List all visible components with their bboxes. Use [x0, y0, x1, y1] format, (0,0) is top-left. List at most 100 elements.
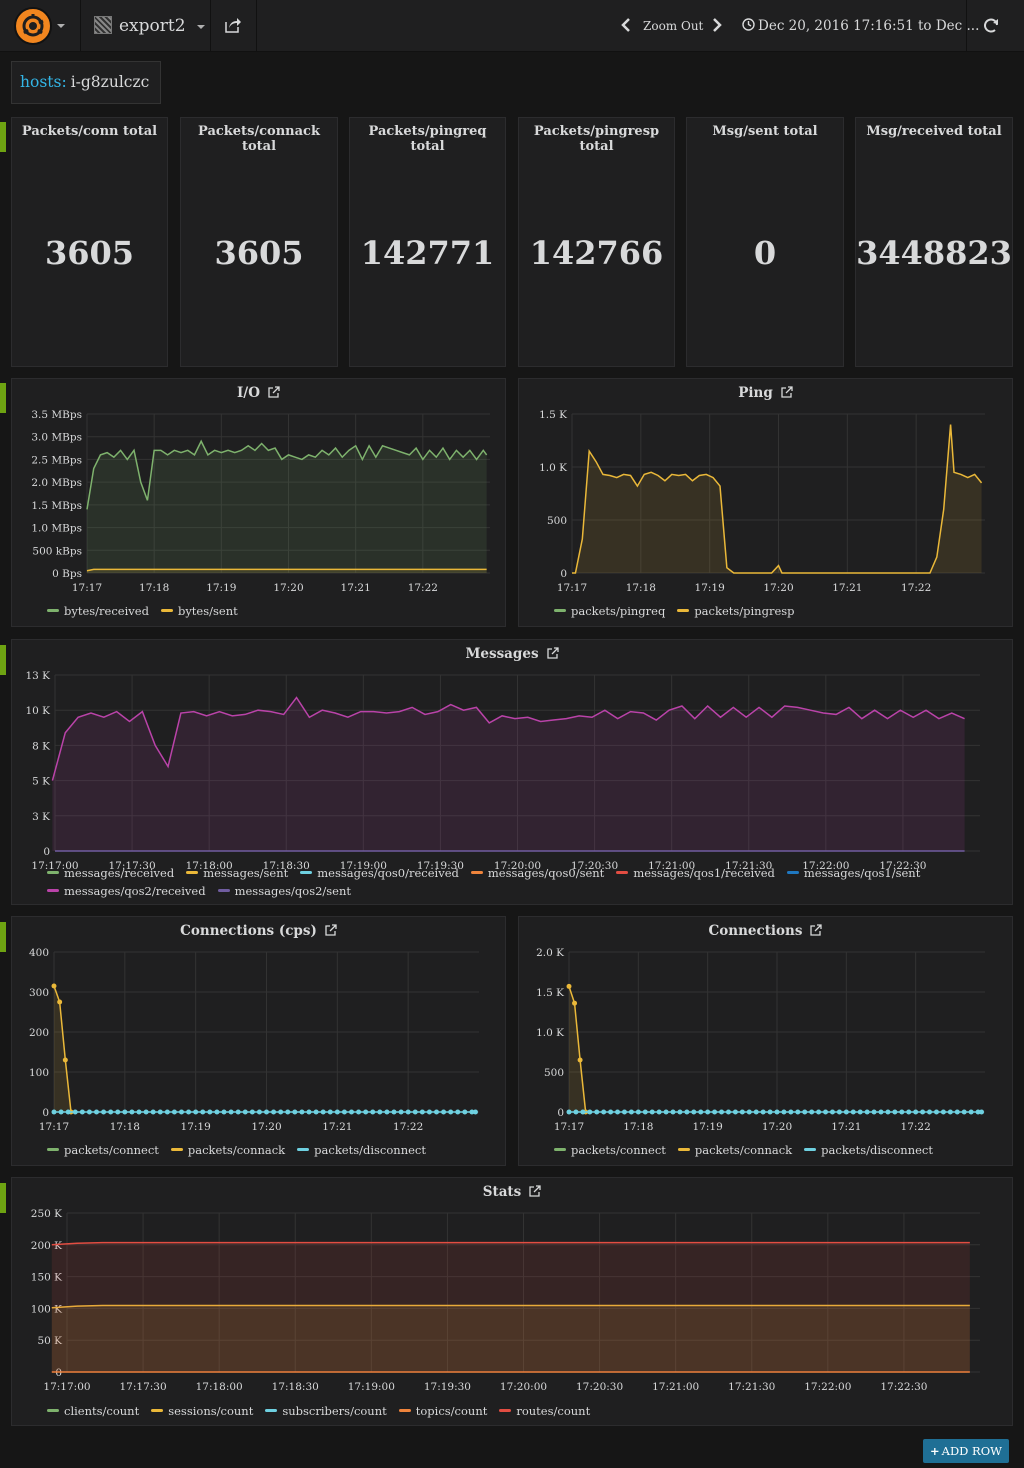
data-point: [961, 1109, 967, 1115]
data-point: [906, 1109, 912, 1115]
chart-plot-area[interactable]: 3.5 MBps 3.0 MBps 2.5 MBps 2.0 MBps 1.5 MBps…: [12, 379, 507, 628]
legend-item[interactable]: bytes/sent: [160, 602, 238, 620]
legend-label: messages/qos2/sent: [234, 884, 352, 898]
external-link-icon[interactable]: [268, 386, 280, 398]
legend-label: packets/pingreq: [571, 604, 666, 618]
legend-item[interactable]: packets/connack: [677, 1141, 792, 1159]
dashboard-grid-icon: [94, 16, 112, 34]
chevron-down-icon[interactable]: [57, 24, 65, 28]
chart-plot-area[interactable]: 250 K 200 K 150 K 100 K 50 K 0 17:17:00 17:17:3…: [12, 1178, 1014, 1427]
external-link-icon[interactable]: [781, 386, 793, 398]
panel-title[interactable]: Ping: [519, 385, 1012, 401]
chevron-right-icon[interactable]: [710, 16, 724, 34]
y-tick-label: 50 K: [37, 1335, 62, 1347]
legend-label: messages/sent: [203, 866, 289, 880]
legend-item[interactable]: messages/qos1/received: [616, 864, 775, 882]
panel-title[interactable]: Stats: [12, 1184, 1012, 1200]
panel-title[interactable]: Packets/conn total: [21, 124, 158, 139]
refresh-icon[interactable]: [982, 17, 1000, 35]
legend-item[interactable]: topics/count: [398, 1402, 487, 1420]
chevron-left-icon[interactable]: [619, 16, 633, 34]
dashboard-picker[interactable]: export2: [94, 15, 205, 37]
graph-panel-connections: Connections 2.0 K 1.5 K 1.0 K 500 0 17:17 17:1…: [518, 916, 1013, 1166]
panel-title[interactable]: Msg/received total: [866, 124, 1002, 139]
legend-item[interactable]: packets/pingreq: [554, 602, 665, 620]
external-link-icon[interactable]: [546, 647, 559, 659]
y-tick-label: 0: [55, 1367, 62, 1379]
data-point: [920, 1109, 926, 1115]
data-point: [221, 1109, 227, 1115]
data-point: [732, 1109, 738, 1115]
chart-plot-area[interactable]: 400 300 200 100 0 17:17 17:18 17:19 17:20 17:21 17…: [12, 917, 507, 1167]
graph-panel-messages: Messages 13 K 10 K 8 K 5 K 3 K 0 17:17:00 17:17…: [11, 639, 1013, 905]
legend-item[interactable]: messages/qos0/sent: [470, 864, 605, 882]
legend-item[interactable]: packets/pingresp: [677, 602, 795, 620]
legend-item[interactable]: messages/received: [47, 864, 174, 882]
data-point: [788, 1109, 794, 1115]
legend-item[interactable]: messages/qos2/sent: [217, 882, 352, 900]
series-line: [572, 424, 983, 574]
legend-item[interactable]: routes/count: [499, 1402, 590, 1420]
x-tick-label: 17:20:30: [571, 860, 618, 872]
panel-title[interactable]: Connections (cps): [12, 923, 505, 939]
data-point: [705, 1109, 711, 1115]
data-point: [871, 1109, 877, 1115]
legend-item[interactable]: clients/count: [47, 1402, 139, 1420]
legend-label: packets/disconnect: [314, 1143, 426, 1157]
stat-panel-packets-connack: Packets/connack total 3605: [180, 117, 338, 367]
panel-title[interactable]: Packets/connack total: [198, 124, 320, 154]
legend-item[interactable]: messages/qos2/received: [47, 882, 206, 900]
add-row-button[interactable]: + ADD ROW: [923, 1439, 1009, 1463]
legend-item[interactable]: packets/disconnect: [297, 1141, 426, 1159]
legend-item[interactable]: messages/qos0/received: [300, 864, 459, 882]
row-collapse-handle[interactable]: [0, 122, 6, 152]
x-tick-label: 17:21: [322, 1121, 352, 1133]
legend-item[interactable]: subscribers/count: [265, 1402, 387, 1420]
data-point: [927, 1109, 933, 1115]
chart-plot-area[interactable]: 13 K 10 K 8 K 5 K 3 K 0 17:17:00 17:17:30 17:18:…: [12, 640, 1014, 906]
chart-plot-area[interactable]: 1.5 K 1.0 K 500 0 17:17 17:18 17:19 17:20 17:21 1…: [519, 379, 1014, 628]
panel-title[interactable]: Messages: [12, 646, 1012, 662]
row-collapse-handle[interactable]: [0, 922, 6, 952]
panel-title[interactable]: Connections: [519, 923, 1012, 939]
zoom-out-button[interactable]: Zoom Out: [643, 19, 704, 33]
x-tick-label: 17:19: [181, 1121, 211, 1133]
chart-legend: packets/connect packets/connack packets/di…: [554, 1141, 1004, 1159]
legend-item[interactable]: packets/connect: [554, 1141, 666, 1159]
row-collapse-handle[interactable]: [0, 383, 6, 413]
grafana-logo-icon[interactable]: [14, 7, 52, 45]
legend-item[interactable]: packets/connack: [170, 1141, 285, 1159]
external-link-icon[interactable]: [325, 924, 337, 936]
legend-item[interactable]: sessions/count: [151, 1402, 253, 1420]
data-point: [370, 1109, 376, 1115]
legend-item[interactable]: packets/connect: [47, 1141, 159, 1159]
legend-label: messages/qos0/sent: [487, 866, 605, 880]
chart-legend: packets/connect packets/connack packets/di…: [47, 1141, 497, 1159]
data-point: [663, 1109, 669, 1115]
external-link-icon[interactable]: [810, 924, 823, 936]
y-tick-label: 300: [29, 987, 49, 999]
data-point: [306, 1109, 312, 1115]
time-range-picker[interactable]: Dec 20, 2016 17:16:51 to Dec ...: [742, 18, 979, 34]
data-point: [179, 1109, 184, 1115]
row-collapse-handle[interactable]: [0, 645, 6, 675]
legend-label: bytes/received: [64, 604, 149, 618]
data-point: [774, 1109, 780, 1115]
template-variable-hosts[interactable]: hosts: i-g8zulczc: [11, 61, 161, 126]
legend-item[interactable]: messages/sent: [186, 864, 288, 882]
legend-item[interactable]: messages/qos1/sent: [786, 864, 920, 882]
share-icon[interactable]: [224, 16, 242, 34]
external-link-icon[interactable]: [529, 1185, 541, 1197]
row-collapse-handle[interactable]: [0, 1183, 6, 1213]
data-point: [94, 1109, 99, 1115]
stat-panel-packets-conn: Packets/conn total 3605: [11, 117, 168, 367]
legend-item[interactable]: packets/disconnect: [804, 1141, 933, 1159]
y-tick-label: 10 K: [25, 705, 50, 717]
panel-title[interactable]: Msg/sent total: [712, 124, 818, 139]
panel-title[interactable]: Packets/pingresp total: [533, 124, 660, 154]
panel-title[interactable]: I/O: [12, 385, 505, 401]
legend-item[interactable]: bytes/received: [47, 602, 149, 620]
data-point: [836, 1109, 842, 1115]
chart-plot-area[interactable]: 2.0 K 1.5 K 1.0 K 500 0 17:17 17:18 17:19 17:20 1…: [519, 917, 1014, 1167]
panel-title[interactable]: Packets/pingreq total: [368, 124, 487, 154]
